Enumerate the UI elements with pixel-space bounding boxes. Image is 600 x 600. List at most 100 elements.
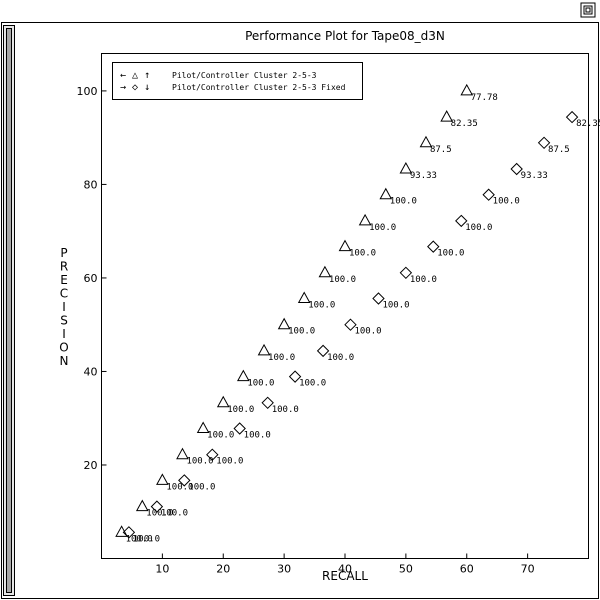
series-1-point <box>358 213 372 226</box>
series-2-point-label: 82.35 <box>576 119 600 129</box>
y-axis-label-letter: E <box>60 273 68 287</box>
series-2-point <box>150 500 164 513</box>
y-tick-label: 60 <box>84 272 98 285</box>
x-tick-label: 10 <box>155 563 169 576</box>
x-tick-label: 30 <box>277 563 291 576</box>
series-1-point <box>176 447 189 460</box>
series-2-point-label: 100.0 <box>244 431 271 441</box>
x-tick-label: 20 <box>216 563 230 576</box>
series-2-point <box>455 214 468 228</box>
legend: ← △ ↑ Pilot/Controller Cluster 2-5-3 → ◇… <box>112 62 363 100</box>
series-1-point-label: 100.0 <box>308 301 335 311</box>
series-2-point-label: 100.0 <box>327 353 354 363</box>
series-1-point-label: 100.0 <box>207 431 234 441</box>
legend-label-series-2: Pilot/Controller Cluster 2-5-3 Fixed <box>172 83 346 92</box>
series-1-point <box>216 395 230 408</box>
series-1-point <box>399 161 413 174</box>
series-1-point-label: 100.0 <box>390 197 417 207</box>
y-axis-label-letter: I <box>62 327 66 341</box>
chart-title: Performance Plot for Tape08_d3N <box>245 29 445 43</box>
series-2-point <box>316 344 330 358</box>
series-1-point-label: 100.0 <box>288 327 315 337</box>
y-axis-label-letter: S <box>60 314 68 328</box>
y-tick-label: 40 <box>84 365 98 378</box>
series-2-point <box>233 422 246 435</box>
series-2-point-label: 100.0 <box>188 482 215 492</box>
series-1-point-label: 100.0 <box>268 353 295 363</box>
series-1-point <box>379 187 393 200</box>
window-frame <box>1 22 599 599</box>
series-2-point-label: 100.0 <box>382 301 409 311</box>
series-2-point <box>372 292 385 305</box>
series-2-point <box>399 266 413 280</box>
series-1-point-label: 100.0 <box>247 379 274 389</box>
series-1-point-label: 100.0 <box>369 223 396 233</box>
series-1-point-label: 100.0 <box>126 534 153 544</box>
series-1-point-label: 100.0 <box>349 249 376 259</box>
series-1-point <box>318 265 332 278</box>
series-1-point <box>277 317 291 330</box>
series-1-point-label: 100.0 <box>166 482 193 492</box>
series-1-point-label: 100.0 <box>329 275 356 285</box>
vertical-scrollbar[interactable] <box>3 25 15 596</box>
y-axis-label-letter: I <box>62 300 66 314</box>
legend-box <box>112 62 363 100</box>
series-1-point-label: 87.5 <box>430 145 452 155</box>
x-axis-ticks: 10 20 30 40 50 60 70 <box>155 553 535 576</box>
series-1-point-label: 100.0 <box>146 509 173 519</box>
series-2-point-label: 100.0 <box>493 197 520 207</box>
y-tick-label: 20 <box>84 459 98 472</box>
series-1-point <box>257 343 271 356</box>
y-axis-label-letter: C <box>60 287 68 301</box>
series-2-point <box>565 110 579 124</box>
restore-window-icon[interactable] <box>580 2 596 18</box>
series-2-point <box>427 240 440 253</box>
series-1-point <box>419 135 433 148</box>
series-1-point-label: 77.78 <box>471 93 498 103</box>
series-2-point-label: 100.0 <box>465 223 492 233</box>
series-2-point-label: 87.5 <box>548 145 570 155</box>
series-1-point <box>297 291 311 304</box>
series-2-point-label: 100.0 <box>354 327 381 337</box>
series-2-point-label: 93.33 <box>521 171 548 181</box>
series-1-point <box>460 83 474 96</box>
series-2-point-label: 100.0 <box>437 249 464 259</box>
series-2-point-label: 100.0 <box>410 275 437 285</box>
y-axis-label-letter: R <box>60 260 68 274</box>
series-2-point <box>537 136 551 150</box>
legend-glyphs-series-1: ← △ ↑ <box>120 70 150 81</box>
series-2-point <box>261 396 274 409</box>
x-tick-label: 50 <box>399 563 413 576</box>
series-2-point-label: 100.0 <box>133 534 160 544</box>
y-axis-label-letter: N <box>60 354 69 368</box>
series-2-point-label: 100.0 <box>272 405 299 415</box>
series-2-point <box>122 526 136 539</box>
series-2-point <box>288 370 302 383</box>
data-points: 100.0100.0100.0100.0100.0100.0100.0100.0… <box>115 83 600 544</box>
x-tick-label: 70 <box>521 563 535 576</box>
x-tick-label: 40 <box>338 563 352 576</box>
series-2-point-label: 100.0 <box>216 457 243 467</box>
series-1-point <box>135 499 149 512</box>
legend-glyphs-series-2: → ◇ ↓ <box>120 82 150 93</box>
series-1-point-label: 93.33 <box>410 171 437 181</box>
series-2-point <box>344 318 357 331</box>
y-tick-label: 100 <box>77 85 98 98</box>
y-axis-ticks: 20 40 60 80 100 <box>77 85 107 472</box>
x-tick-label: 60 <box>460 563 474 576</box>
series-1-point-label: 100.0 <box>186 457 213 467</box>
series-2-point <box>482 188 495 201</box>
series-2-point-label: 100.0 <box>299 379 326 389</box>
legend-label-series-1: Pilot/Controller Cluster 2-5-3 <box>172 71 317 80</box>
y-axis-label-letter: O <box>59 341 68 355</box>
y-axis-label-letter: P <box>60 246 67 260</box>
series-1-point-label: 82.35 <box>451 119 478 129</box>
series-2-point <box>178 474 191 487</box>
y-tick-label: 80 <box>84 178 98 191</box>
series-1-point <box>338 239 352 252</box>
series-1-point <box>236 369 250 382</box>
series-1-point <box>440 110 454 122</box>
series-1-point-label: 100.0 <box>227 405 254 415</box>
